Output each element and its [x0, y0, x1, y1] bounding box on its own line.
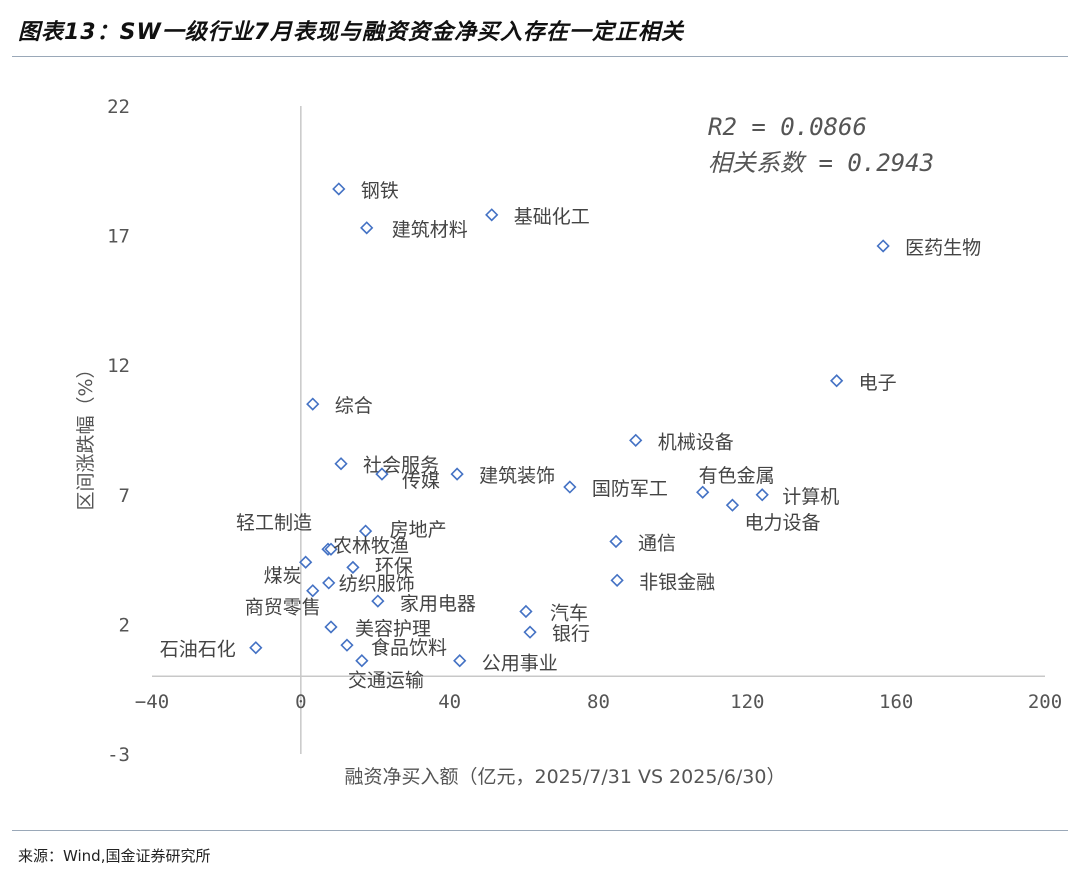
data-point-marker — [609, 534, 623, 549]
data-point-marker — [346, 560, 360, 575]
data-point-marker — [485, 208, 499, 222]
data-point-marker — [876, 239, 890, 253]
data-point-label: 环保 — [375, 555, 413, 577]
data-point-marker — [355, 654, 369, 668]
data-point-label: 计算机 — [782, 486, 839, 508]
data-point-marker — [610, 573, 624, 587]
data-point-label: 银行 — [552, 623, 590, 645]
data-point-marker — [519, 604, 533, 619]
y-tick-label: 7 — [119, 485, 130, 507]
title-divider — [12, 56, 1068, 57]
data-point-marker — [249, 641, 263, 655]
source-note: 来源：Wind,国金证券研究所 — [18, 847, 211, 865]
data-point-label: 电子 — [859, 372, 897, 394]
data-point-label: 房地产 — [390, 519, 447, 541]
data-point-marker — [696, 485, 710, 499]
x-tick-label: 120 — [730, 691, 764, 713]
data-point-marker — [371, 594, 385, 608]
source-divider — [12, 830, 1068, 831]
data-point-label: 机械设备 — [658, 431, 734, 453]
data-point-marker — [563, 480, 577, 494]
data-point-label: 美容护理 — [355, 618, 431, 640]
data-point-label: 商贸零售 — [245, 597, 321, 619]
data-point-label: 通信 — [638, 532, 676, 554]
data-point-marker — [755, 488, 769, 502]
data-point-label: 综合 — [335, 395, 373, 417]
data-point-label: 建筑材料 — [392, 219, 468, 241]
data-point-marker — [830, 374, 844, 388]
data-point-label: 医药生物 — [905, 237, 981, 259]
y-tick-label: -3 — [107, 744, 130, 766]
data-point-marker — [375, 467, 389, 481]
data-point-marker — [629, 433, 643, 447]
data-point-label: 农林牧渔 — [333, 535, 409, 557]
figure-title: 图表13：SW一级行业7月表现与融资资金净买入存在一定正相关 — [18, 20, 685, 45]
x-tick-label: −40 — [135, 691, 169, 713]
y-tick-label: 2 — [119, 614, 130, 636]
data-point-label: 汽车 — [550, 602, 588, 624]
data-point-marker — [450, 467, 464, 481]
data-point-marker — [523, 625, 537, 639]
x-tick-label: 0 — [295, 691, 306, 713]
x-tick-label: 200 — [1028, 691, 1062, 713]
data-point-label: 公用事业 — [482, 653, 558, 675]
x-tick-label: 80 — [587, 691, 610, 713]
x-tick-label: 160 — [879, 691, 913, 713]
data-point-marker — [358, 524, 373, 538]
data-point-marker — [340, 638, 354, 652]
y-tick-label: 12 — [107, 355, 130, 377]
data-point-label: 石油石化 — [160, 639, 236, 661]
data-point-label: 非银金融 — [639, 571, 715, 593]
data-point-marker — [322, 576, 336, 590]
data-point-marker — [453, 654, 467, 668]
x-axis-label: 融资净买入额（亿元，2025/7/31 VS 2025/6/30） — [345, 766, 786, 788]
data-point-marker — [332, 182, 346, 196]
data-point-label: 建筑装饰 — [479, 465, 555, 487]
data-point-label: 有色金属 — [699, 465, 775, 487]
data-point-label: 食品饮料 — [371, 637, 447, 659]
x-tick-label: 40 — [438, 691, 461, 713]
data-point-label: 电力设备 — [744, 512, 820, 534]
y-axis-label: 区间涨跌幅（%） — [75, 359, 97, 510]
data-point-label: 交通运输 — [348, 670, 424, 692]
data-point-marker — [299, 555, 313, 569]
correlation-annotation: 相关系数 = 0.2943 — [708, 149, 934, 177]
data-point-label: 钢铁 — [361, 180, 399, 202]
data-point-label: 纺织服饰 — [339, 573, 415, 595]
data-point-marker — [324, 542, 338, 556]
data-point-label: 传媒 — [402, 470, 440, 492]
data-point-marker — [334, 457, 348, 471]
data-point-marker — [725, 498, 740, 512]
data-point-marker — [360, 221, 374, 235]
data-point-label: 国防军工 — [592, 478, 668, 500]
data-point-label: 轻工制造 — [236, 512, 312, 534]
y-tick-label: 17 — [107, 226, 130, 248]
data-point-marker — [306, 397, 320, 411]
r2-annotation: R2 = 0.0866 — [708, 113, 867, 141]
data-point-label: 煤炭 — [264, 565, 302, 587]
y-tick-label: 22 — [107, 96, 130, 118]
data-point-label: 基础化工 — [514, 206, 590, 228]
data-point-marker — [324, 620, 338, 634]
data-point-label: 家用电器 — [400, 593, 476, 615]
data-point-marker — [306, 584, 320, 598]
